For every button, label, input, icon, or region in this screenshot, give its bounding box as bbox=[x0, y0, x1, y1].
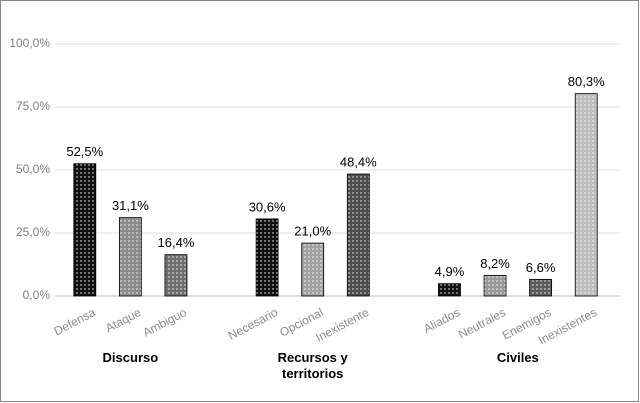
y-tick-label: 100,0% bbox=[9, 36, 50, 50]
bar bbox=[346, 173, 370, 297]
value-label: 16,4% bbox=[158, 235, 195, 250]
x-tick-label: Ambiguo bbox=[140, 305, 189, 340]
value-label: 52,5% bbox=[66, 144, 103, 159]
bar bbox=[301, 242, 325, 297]
value-label: 48,4% bbox=[340, 154, 377, 169]
group-label: Recursos y territorios bbox=[277, 350, 348, 381]
value-label: 30,6% bbox=[249, 199, 286, 214]
value-label: 8,2% bbox=[480, 256, 510, 271]
x-tick-label: Necesario bbox=[226, 305, 281, 343]
bar bbox=[529, 278, 553, 297]
bar bbox=[164, 254, 188, 297]
x-tick-label: Neutrales bbox=[456, 305, 508, 341]
y-tick-label: 25,0% bbox=[16, 225, 50, 239]
x-tick-label: Defensa bbox=[52, 305, 98, 338]
bar bbox=[483, 274, 507, 297]
bar bbox=[255, 218, 279, 297]
value-label: 4,9% bbox=[435, 264, 465, 279]
group-label: Civiles bbox=[496, 350, 539, 365]
value-label: 6,6% bbox=[526, 260, 556, 275]
y-tick-label: 50,0% bbox=[16, 162, 50, 176]
y-tick-label: 0,0% bbox=[23, 288, 51, 302]
value-label: 21,0% bbox=[294, 224, 331, 239]
x-tick-label: Ataque bbox=[103, 305, 143, 335]
bar bbox=[73, 163, 97, 297]
bar bbox=[438, 283, 461, 297]
value-label: 31,1% bbox=[112, 198, 149, 213]
bar bbox=[574, 93, 598, 297]
group-label: Discurso bbox=[102, 350, 159, 365]
y-tick-label: 75,0% bbox=[16, 99, 50, 113]
bar bbox=[118, 217, 142, 297]
value-label: 80,3% bbox=[568, 74, 605, 89]
